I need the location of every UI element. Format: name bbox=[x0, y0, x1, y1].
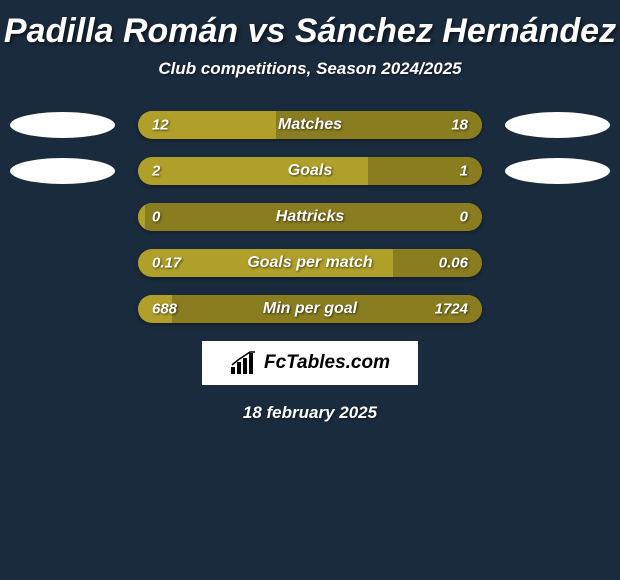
stat-bar: 12 18 Matches bbox=[138, 111, 482, 139]
stat-value-right: 0.06 bbox=[439, 255, 468, 272]
stat-value-right: 1 bbox=[460, 163, 468, 180]
bar-right-fill bbox=[393, 249, 482, 277]
subtitle: Club competitions, Season 2024/2025 bbox=[0, 59, 620, 79]
stat-value-right: 0 bbox=[460, 209, 468, 226]
brand-box: FcTables.com bbox=[202, 341, 418, 385]
player-left-oval bbox=[10, 158, 115, 184]
oval-spacer bbox=[505, 204, 610, 230]
stat-row: 0.17 0.06 Goals per match bbox=[0, 249, 620, 277]
stat-bar: 688 1724 Min per goal bbox=[138, 295, 482, 323]
brand-text: FcTables.com bbox=[264, 352, 390, 374]
stat-value-left: 0 bbox=[152, 209, 160, 226]
player-right-oval bbox=[505, 158, 610, 184]
stat-label: Matches bbox=[278, 116, 342, 134]
stat-row: 2 1 Goals bbox=[0, 157, 620, 185]
stat-value-left: 2 bbox=[152, 163, 160, 180]
stat-row: 688 1724 Min per goal bbox=[0, 295, 620, 323]
page-title: Padilla Román vs Sánchez Hernández bbox=[0, 0, 620, 59]
oval-spacer bbox=[505, 250, 610, 276]
player-right-oval bbox=[505, 112, 610, 138]
stat-value-left: 0.17 bbox=[152, 255, 181, 272]
bars-icon bbox=[230, 351, 258, 375]
stat-label: Hattricks bbox=[276, 208, 344, 226]
stat-label: Goals bbox=[288, 162, 332, 180]
stat-bar: 0 0 Hattricks bbox=[138, 203, 482, 231]
oval-spacer bbox=[10, 296, 115, 322]
oval-spacer bbox=[10, 250, 115, 276]
stat-row: 12 18 Matches bbox=[0, 111, 620, 139]
player-left-oval bbox=[10, 112, 115, 138]
stat-label: Min per goal bbox=[263, 300, 357, 318]
oval-spacer bbox=[505, 296, 610, 322]
date-line: 18 february 2025 bbox=[0, 403, 620, 423]
bar-left-fill bbox=[138, 157, 368, 185]
oval-spacer bbox=[10, 204, 115, 230]
stat-bar: 2 1 Goals bbox=[138, 157, 482, 185]
stat-value-right: 18 bbox=[451, 117, 468, 134]
stat-label: Goals per match bbox=[247, 254, 372, 272]
stat-row: 0 0 Hattricks bbox=[0, 203, 620, 231]
comparison-rows: 12 18 Matches 2 1 Goals 0 0 Hattricks 0.17 0.06 Goa… bbox=[0, 111, 620, 323]
stat-value-right: 1724 bbox=[435, 301, 468, 318]
stat-value-left: 688 bbox=[152, 301, 177, 318]
bar-left-fill bbox=[138, 203, 145, 231]
stat-bar: 0.17 0.06 Goals per match bbox=[138, 249, 482, 277]
stat-value-left: 12 bbox=[152, 117, 169, 134]
